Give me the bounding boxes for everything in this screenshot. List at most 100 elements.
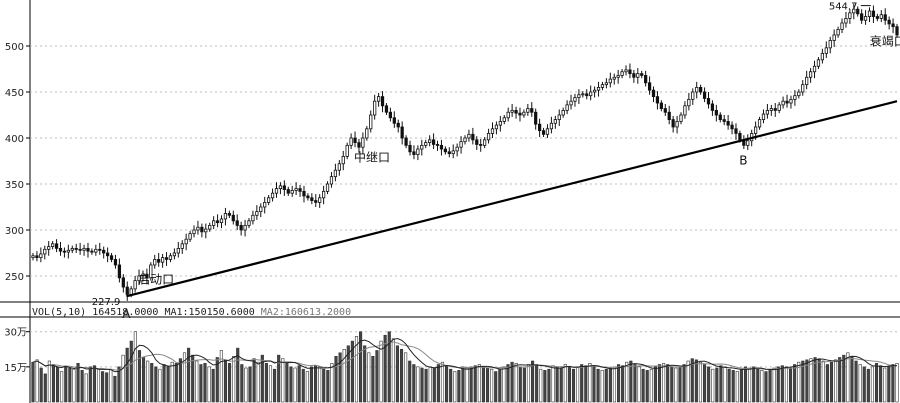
candle-down: [106, 252, 110, 257]
candle-up: [455, 146, 459, 152]
volume-bar: [649, 368, 653, 403]
candle-up: [812, 65, 817, 73]
candle-up: [569, 100, 573, 106]
candle-down: [871, 10, 876, 17]
candle-up: [592, 89, 597, 93]
candle-up: [624, 69, 628, 73]
candle-up: [196, 226, 200, 231]
candle-down: [655, 96, 660, 104]
candle-down: [286, 189, 290, 194]
volume-bar: [154, 366, 158, 403]
volume-bar: [567, 366, 571, 403]
candle-down: [706, 98, 711, 105]
price-tick-label: 400: [5, 134, 24, 145]
volume-bar: [367, 352, 371, 403]
candle-up: [463, 137, 467, 143]
candle-up: [376, 96, 381, 102]
volume-bar: [739, 368, 743, 403]
volume-bar: [506, 364, 510, 403]
volume-bar: [359, 331, 363, 403]
candle-down: [200, 226, 204, 233]
candle-down: [357, 142, 361, 148]
volume-bar: [727, 368, 731, 403]
candle-down: [710, 103, 715, 111]
volume-bar: [477, 364, 481, 403]
volume-bar: [174, 363, 178, 403]
candle-down: [404, 137, 408, 146]
volume-bar: [342, 348, 346, 403]
volume-bar: [125, 347, 129, 403]
volume-bar: [256, 361, 260, 403]
candle-up: [420, 144, 424, 150]
candle-up: [494, 124, 499, 130]
candle-down: [227, 213, 231, 216]
volume-bar: [535, 364, 539, 403]
volume-bar: [592, 366, 596, 403]
price-tick-label: 300: [5, 226, 24, 237]
volume-bar: [625, 361, 629, 403]
candle-down: [431, 139, 436, 145]
volume-bar: [453, 371, 457, 403]
volume-bar: [518, 366, 522, 403]
candle-down: [663, 108, 667, 113]
volume-bar: [711, 368, 715, 403]
candle-up: [373, 100, 377, 116]
volume-bar: [146, 360, 150, 403]
volume-bar: [72, 368, 76, 403]
candle-up: [526, 108, 530, 113]
candle-up: [333, 169, 338, 178]
candle-down: [541, 130, 546, 135]
candle-up: [223, 213, 228, 220]
candle-up: [270, 192, 275, 199]
candle-down: [585, 93, 589, 97]
candle-down: [235, 220, 239, 226]
candle-up: [620, 71, 624, 76]
volume-bar: [412, 364, 416, 403]
candle-up: [553, 119, 557, 124]
volume-bar: [363, 345, 367, 403]
candle-up: [754, 126, 758, 134]
volume-bar: [281, 358, 285, 403]
volume-bar: [399, 348, 404, 403]
candle-up: [683, 105, 687, 116]
candle-down: [534, 111, 538, 125]
candle-up: [31, 255, 35, 258]
volume-bar: [817, 358, 821, 403]
volume-bar: [289, 366, 293, 403]
volume-ma2-value: MA2:160613.2000: [261, 307, 351, 318]
volume-bar: [612, 366, 617, 403]
volume-bar: [866, 368, 870, 403]
runaway-gap-label: 中继口: [354, 149, 390, 164]
volume-bar: [764, 371, 768, 403]
volume-bar: [584, 365, 588, 403]
volume-bar: [432, 367, 436, 403]
volume-bar: [596, 368, 600, 403]
volume-bar: [420, 367, 424, 403]
volume-bar: [55, 366, 60, 403]
candle-up: [863, 16, 868, 21]
candle-down: [145, 273, 149, 279]
candle-up: [679, 114, 683, 122]
volume-bar: [141, 357, 146, 403]
volume-bar: [449, 368, 453, 403]
volume-bar: [797, 361, 801, 403]
candle-down: [125, 286, 129, 295]
volume-ma1-line: [32, 337, 897, 373]
volume-bar: [465, 367, 469, 403]
volume-bar: [236, 347, 240, 403]
candle-up: [600, 84, 605, 88]
candle-up: [765, 110, 770, 115]
price-tick-label: 450: [5, 88, 24, 99]
candle-down: [113, 259, 118, 266]
candle-up: [746, 140, 750, 146]
candle-up: [325, 183, 330, 192]
candle-up: [172, 252, 176, 257]
volume-bar: [244, 367, 248, 403]
volume-bar: [666, 364, 670, 403]
candle-up: [192, 229, 196, 235]
candle-up: [153, 259, 157, 266]
volume-bar: [80, 370, 84, 403]
candle-down: [439, 144, 444, 150]
volume-bar: [436, 364, 440, 403]
volume-bar: [809, 358, 813, 403]
